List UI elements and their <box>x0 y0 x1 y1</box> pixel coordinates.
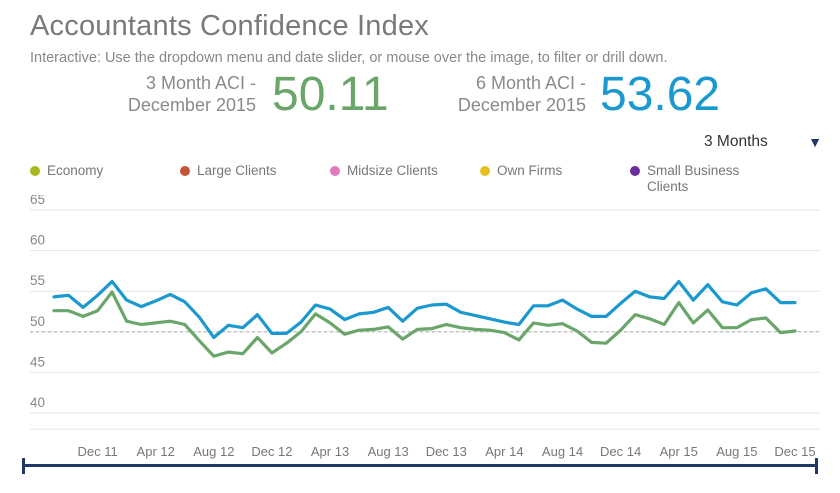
date-range-slider-end-handle[interactable] <box>815 458 818 474</box>
triangle-down-icon: ▼ <box>808 134 822 150</box>
period-dropdown-value: 3 Months <box>704 133 768 150</box>
x-tick-label: Dec 13 <box>426 444 467 459</box>
kpi-6-month-label-line2: December 2015 <box>457 95 586 115</box>
x-tick-label: Aug 14 <box>542 444 583 459</box>
x-tick-label: Dec 11 <box>77 444 117 459</box>
date-range-slider-start-handle[interactable] <box>22 458 25 474</box>
x-tick-label: Aug 13 <box>368 444 409 459</box>
series-line-3-month[interactable] <box>52 290 797 358</box>
x-tick-label: Apr 13 <box>311 444 349 459</box>
legend-dot-own-firms <box>480 166 490 176</box>
x-tick-label: Aug 12 <box>193 444 234 459</box>
x-tick-label: Apr 14 <box>485 444 523 459</box>
y-tick-label: 60 <box>30 233 45 248</box>
legend-label-large-clients: Large Clients <box>197 163 277 178</box>
x-tick-label: Apr 15 <box>660 444 698 459</box>
x-tick-label: Apr 12 <box>137 444 175 459</box>
date-range-slider-track <box>22 464 818 467</box>
kpi-3-month-label-line2: December 2015 <box>127 95 256 115</box>
x-tick-label: Dec 15 <box>774 444 815 459</box>
kpi-3-month-value: 50.11 <box>272 68 389 121</box>
series-line-6-month[interactable] <box>52 279 797 340</box>
period-dropdown[interactable]: 3 Months ▼ <box>704 132 826 154</box>
date-range-slider[interactable] <box>22 458 818 474</box>
kpi-6-month-value: 53.62 <box>600 68 721 121</box>
legend-dot-large-clients <box>180 166 190 176</box>
line-chart[interactable]: 40 45 50 55 60 65 Dec 11 Apr 12 Aug 12 Dec 12 Apr … <box>0 195 840 460</box>
y-tick-label: 65 <box>30 195 45 207</box>
legend-label-midsize-clients: Midsize Clients <box>347 163 438 178</box>
kpi-3-month-label: 3 Month ACI - December 2015 <box>110 72 256 116</box>
x-tick-label: Dec 14 <box>600 444 641 459</box>
y-tick-label: 45 <box>30 354 45 369</box>
kpi-6-month-label: 6 Month ACI - December 2015 <box>440 72 586 116</box>
legend-dot-economy <box>30 166 40 176</box>
y-tick-label: 55 <box>30 273 45 288</box>
page-subtitle: Interactive: Use the dropdown menu and d… <box>30 50 668 66</box>
legend-label-economy: Economy <box>47 163 104 178</box>
page-title: Accountants Confidence Index <box>30 10 429 42</box>
x-tick-label: Dec 12 <box>251 444 292 459</box>
legend-label-own-firms: Own Firms <box>497 163 563 178</box>
kpi-3-month-label-line1: 3 Month ACI - <box>145 73 256 93</box>
x-tick-label: Aug 15 <box>716 444 757 459</box>
y-tick-label: 40 <box>30 395 45 410</box>
y-tick-label: 50 <box>30 314 45 329</box>
legend-dot-small-business-clients <box>630 166 640 176</box>
legend-label-small-business-clients: Small Business Clients <box>647 163 740 194</box>
legend-dot-midsize-clients <box>330 166 340 176</box>
kpi-6-month-label-line1: 6 Month ACI - <box>475 73 586 93</box>
